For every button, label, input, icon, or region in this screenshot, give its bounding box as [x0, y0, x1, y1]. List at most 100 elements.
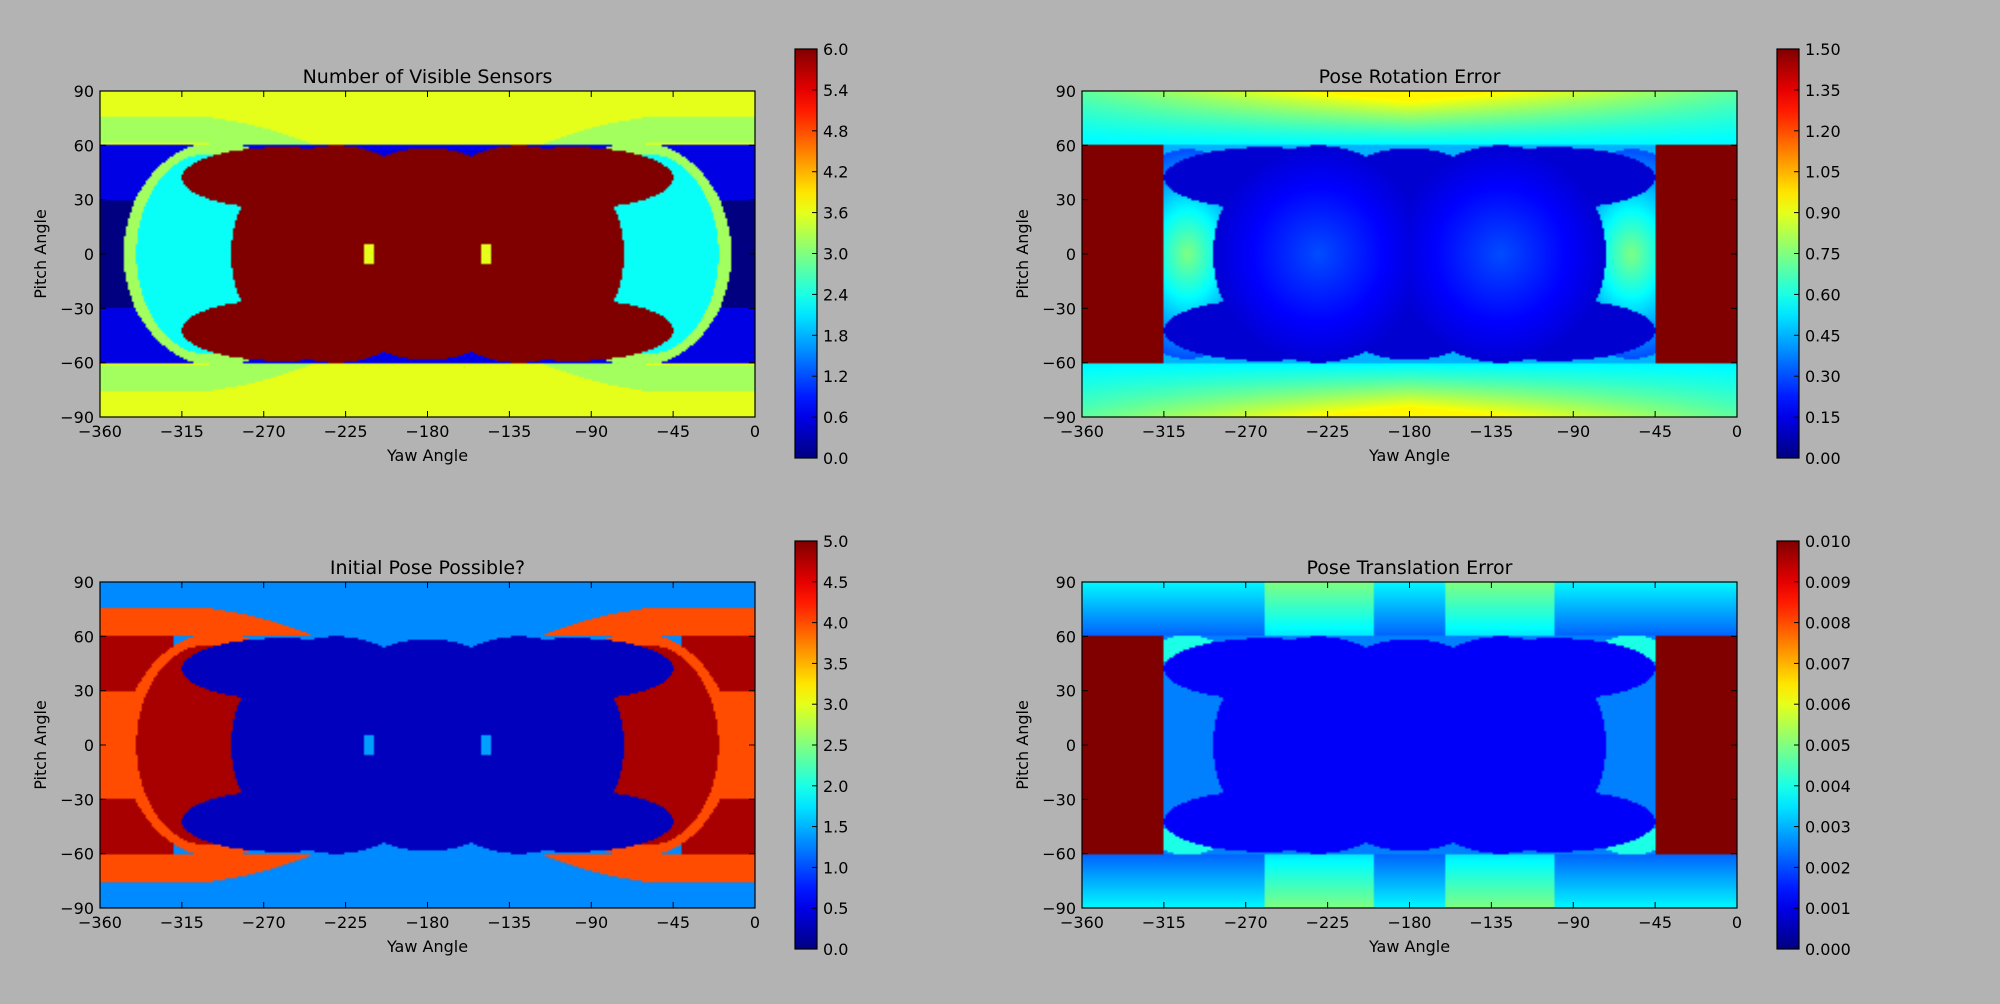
panel-4: −360 −315 −270 −225 −180 −135 −90 −45 0 90 60 30 0 −3…	[1013, 532, 1851, 959]
colorbar-tick-label: 0.75	[1805, 245, 1841, 264]
colorbar-tick-label: 3.0	[823, 695, 848, 714]
x-axis-label: Yaw Angle	[386, 937, 468, 956]
x-tick-label: −90	[1556, 422, 1590, 441]
y-tick-label: 60	[74, 136, 94, 155]
colorbar-tick-label: 3.5	[823, 654, 848, 673]
chart-title: Pose Translation Error	[1307, 557, 1513, 579]
colorbar-tick-label: 0.008	[1805, 614, 1851, 633]
colorbar-tick-label: 0.15	[1805, 408, 1841, 427]
colorbar-tick-label: 0.30	[1805, 367, 1841, 386]
y-tick-label: −30	[1042, 790, 1076, 809]
x-tick-label: −360	[78, 913, 122, 932]
y-tick-label: −90	[60, 408, 94, 427]
colorbar-tick-label: 1.50	[1805, 40, 1841, 59]
x-tick-label: −225	[324, 913, 368, 932]
x-tick-label: −225	[324, 422, 368, 441]
panel-1: −360 −315 −270 −225 −180 −135 −90 −45 0 90 60 30 0 −3…	[31, 40, 848, 468]
colorbar-tick-label: 1.2	[823, 367, 848, 386]
y-tick-label: 0	[84, 736, 94, 755]
colorbar-tick-label: 0.000	[1805, 940, 1851, 959]
y-tick-label: 90	[1056, 573, 1076, 592]
colorbar-tick-label: 4.8	[823, 122, 848, 141]
colorbar-tick-label: 1.20	[1805, 122, 1841, 141]
colorbar-tick-label: 3.0	[823, 245, 848, 264]
x-tick-label: −315	[1142, 422, 1186, 441]
y-axis-label: Pitch Angle	[1013, 700, 1032, 790]
heatmap-image	[100, 582, 755, 908]
colorbar-tick-label: 0.005	[1805, 736, 1851, 755]
y-tick-label: 60	[1056, 136, 1076, 155]
colorbar-tick-label: 0.007	[1805, 654, 1851, 673]
y-tick-label: −30	[60, 790, 94, 809]
heatmap-image	[1082, 91, 1737, 417]
x-tick-label: −270	[242, 422, 286, 441]
colorbar-tick-label: 0.010	[1805, 532, 1851, 551]
x-tick-label: −315	[160, 422, 204, 441]
colorbar-tick-label: 0.001	[1805, 899, 1851, 918]
y-tick-label: 60	[74, 627, 94, 646]
y-tick-label: 90	[74, 573, 94, 592]
colorbar-tick-label: 0.45	[1805, 326, 1841, 345]
colorbar-tick-label: 0.002	[1805, 858, 1851, 877]
colorbar-tick-label: 0.60	[1805, 285, 1841, 304]
colorbar-tick-label: 0.009	[1805, 573, 1851, 592]
x-tick-label: −225	[1306, 913, 1350, 932]
x-tick-label: −135	[487, 913, 531, 932]
x-tick-label: −90	[1556, 913, 1590, 932]
colorbar-tick-label: 5.0	[823, 532, 848, 551]
y-tick-label: 30	[1056, 682, 1076, 701]
colorbar-tick-label: 4.5	[823, 573, 848, 592]
colorbar-tick-label: 0.5	[823, 899, 848, 918]
chart-title: Pose Rotation Error	[1319, 66, 1501, 88]
heatmap-image	[1082, 582, 1737, 908]
x-tick-label: −270	[242, 913, 286, 932]
y-tick-label: −30	[60, 299, 94, 318]
y-tick-label: 0	[1066, 245, 1076, 264]
colorbar-tick-label: 2.5	[823, 736, 848, 755]
x-axis-label: Yaw Angle	[386, 446, 468, 465]
colorbar-tick-label: 2.4	[823, 285, 848, 304]
y-tick-label: 30	[1056, 191, 1076, 210]
y-tick-label: 60	[1056, 627, 1076, 646]
colorbar-tick-label: 0.006	[1805, 695, 1851, 714]
y-tick-label: −90	[60, 899, 94, 918]
y-tick-label: 30	[74, 191, 94, 210]
y-tick-label: −90	[1042, 408, 1076, 427]
x-tick-label: −180	[406, 913, 450, 932]
x-tick-label: −360	[78, 422, 122, 441]
x-tick-label: −315	[1142, 913, 1186, 932]
y-tick-label: 0	[84, 245, 94, 264]
x-tick-label: −270	[1224, 422, 1268, 441]
colorbar-tick-label: 3.6	[823, 204, 848, 223]
x-tick-label: −180	[1388, 913, 1432, 932]
y-tick-label: −30	[1042, 299, 1076, 318]
x-tick-label: −270	[1224, 913, 1268, 932]
x-tick-label: −45	[656, 422, 690, 441]
x-tick-label: −360	[1060, 422, 1104, 441]
y-axis-label: Pitch Angle	[31, 209, 50, 299]
x-tick-label: −180	[406, 422, 450, 441]
x-axis-label: Yaw Angle	[1368, 446, 1450, 465]
colorbar-tick-label: 0.00	[1805, 449, 1841, 468]
y-tick-label: −90	[1042, 899, 1076, 918]
y-axis-label: Pitch Angle	[1013, 209, 1032, 299]
x-axis-label: Yaw Angle	[1368, 937, 1450, 956]
colorbar-tick-label: 0.90	[1805, 204, 1841, 223]
x-tick-label: 0	[1732, 422, 1742, 441]
colorbar-tick-label: 5.4	[823, 81, 848, 100]
x-tick-label: −135	[487, 422, 531, 441]
x-tick-label: −45	[1638, 422, 1672, 441]
x-tick-label: −90	[574, 913, 608, 932]
colorbar-tick-label: 0.0	[823, 449, 848, 468]
x-tick-label: −315	[160, 913, 204, 932]
x-tick-label: −45	[1638, 913, 1672, 932]
colorbar-tick-label: 0.003	[1805, 818, 1851, 837]
x-tick-label: −225	[1306, 422, 1350, 441]
panel-2: −360 −315 −270 −225 −180 −135 −90 −45 0 90 60 30 0 −3…	[1013, 40, 1841, 468]
colorbar-tick-label: 0.0	[823, 940, 848, 959]
y-tick-label: 90	[1056, 82, 1076, 101]
colorbar-tick-label: 1.0	[823, 858, 848, 877]
x-tick-label: −135	[1469, 422, 1513, 441]
